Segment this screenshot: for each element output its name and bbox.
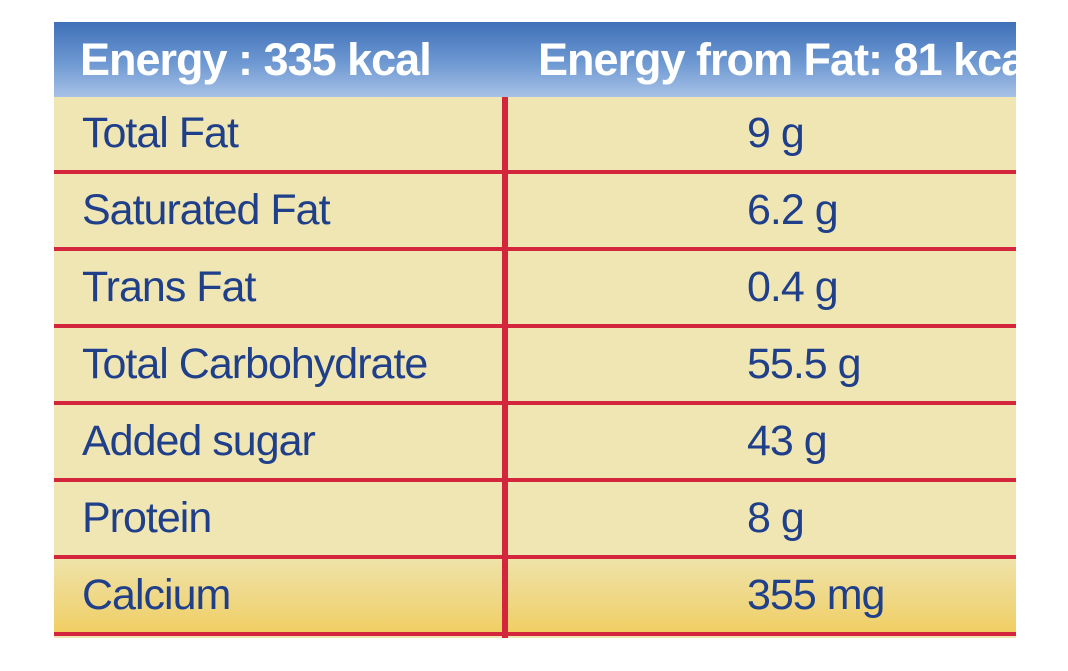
nutrient-name: Total Carbohydrate: [82, 340, 428, 388]
nutrient-amount: 0.4 g: [747, 263, 839, 311]
nutrient-amount: 43 g: [747, 417, 828, 465]
nutrient-name: Added sugar: [82, 417, 316, 465]
nutrient-amount: 55.5 g: [747, 340, 862, 388]
nutrient-name: Calcium: [82, 571, 231, 619]
nutrient-name: Saturated Fat: [82, 186, 331, 234]
nutrient-rows: Total Fat 9 g Saturated Fat 6.2 g Trans …: [54, 97, 1016, 636]
table-row: Total Fat 9 g: [54, 97, 1016, 174]
table-row: Total Carbohydrate 55.5 g: [54, 328, 1016, 405]
nutrient-amount: 8 g: [747, 494, 805, 542]
table-row: Protein 8 g: [54, 482, 1016, 559]
table-row: Added sugar 43 g: [54, 405, 1016, 482]
nutrient-name: Trans Fat: [82, 263, 256, 311]
nutrient-amount: 9 g: [747, 109, 805, 157]
nutrient-name: Protein: [82, 494, 212, 542]
table-row: Trans Fat 0.4 g: [54, 251, 1016, 328]
column-divider: [502, 97, 508, 638]
energy-header: Energy : 335 kcal Energy from Fat: 81 kc…: [54, 22, 1016, 97]
energy-value: Energy : 335 kcal: [80, 33, 432, 85]
nutrient-amount: 355 mg: [747, 571, 885, 619]
nutrient-name: Total Fat: [82, 109, 239, 157]
nutrition-table: Energy : 335 kcal Energy from Fat: 81 kc…: [54, 22, 1016, 638]
energy-from-fat-value: Energy from Fat: 81 kcal: [538, 33, 1016, 85]
table-row: Saturated Fat 6.2 g: [54, 174, 1016, 251]
nutrient-amount: 6.2 g: [747, 186, 839, 234]
table-row: Calcium 355 mg: [54, 559, 1016, 636]
